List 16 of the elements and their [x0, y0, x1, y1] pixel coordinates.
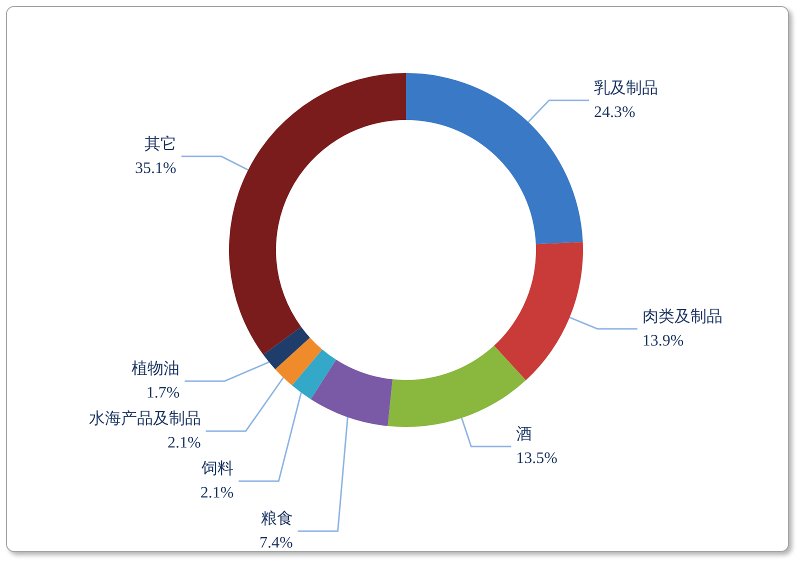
data-label: 13.5%: [516, 450, 558, 467]
data-label: 7.4%: [259, 534, 293, 552]
data-label: 13.9%: [642, 332, 684, 350]
data-label: 1.7%: [146, 384, 180, 402]
slice-label: 肉类及制品: [642, 307, 722, 326]
slice-label: 其它: [144, 134, 176, 153]
slice-label: 乳及制品: [594, 78, 658, 97]
data-label: 24.3%: [594, 104, 636, 121]
data-label: 35.1%: [135, 160, 176, 177]
slice-label: 植物油: [132, 360, 180, 378]
slice-label: 粮食: [260, 510, 293, 528]
slice-label: 水海产品及制品: [88, 410, 201, 428]
data-label: 2.1%: [200, 484, 234, 502]
slice-label: 饲料: [200, 460, 234, 478]
data-label: 2.1%: [167, 434, 201, 452]
slice-label: 酒: [516, 424, 532, 443]
